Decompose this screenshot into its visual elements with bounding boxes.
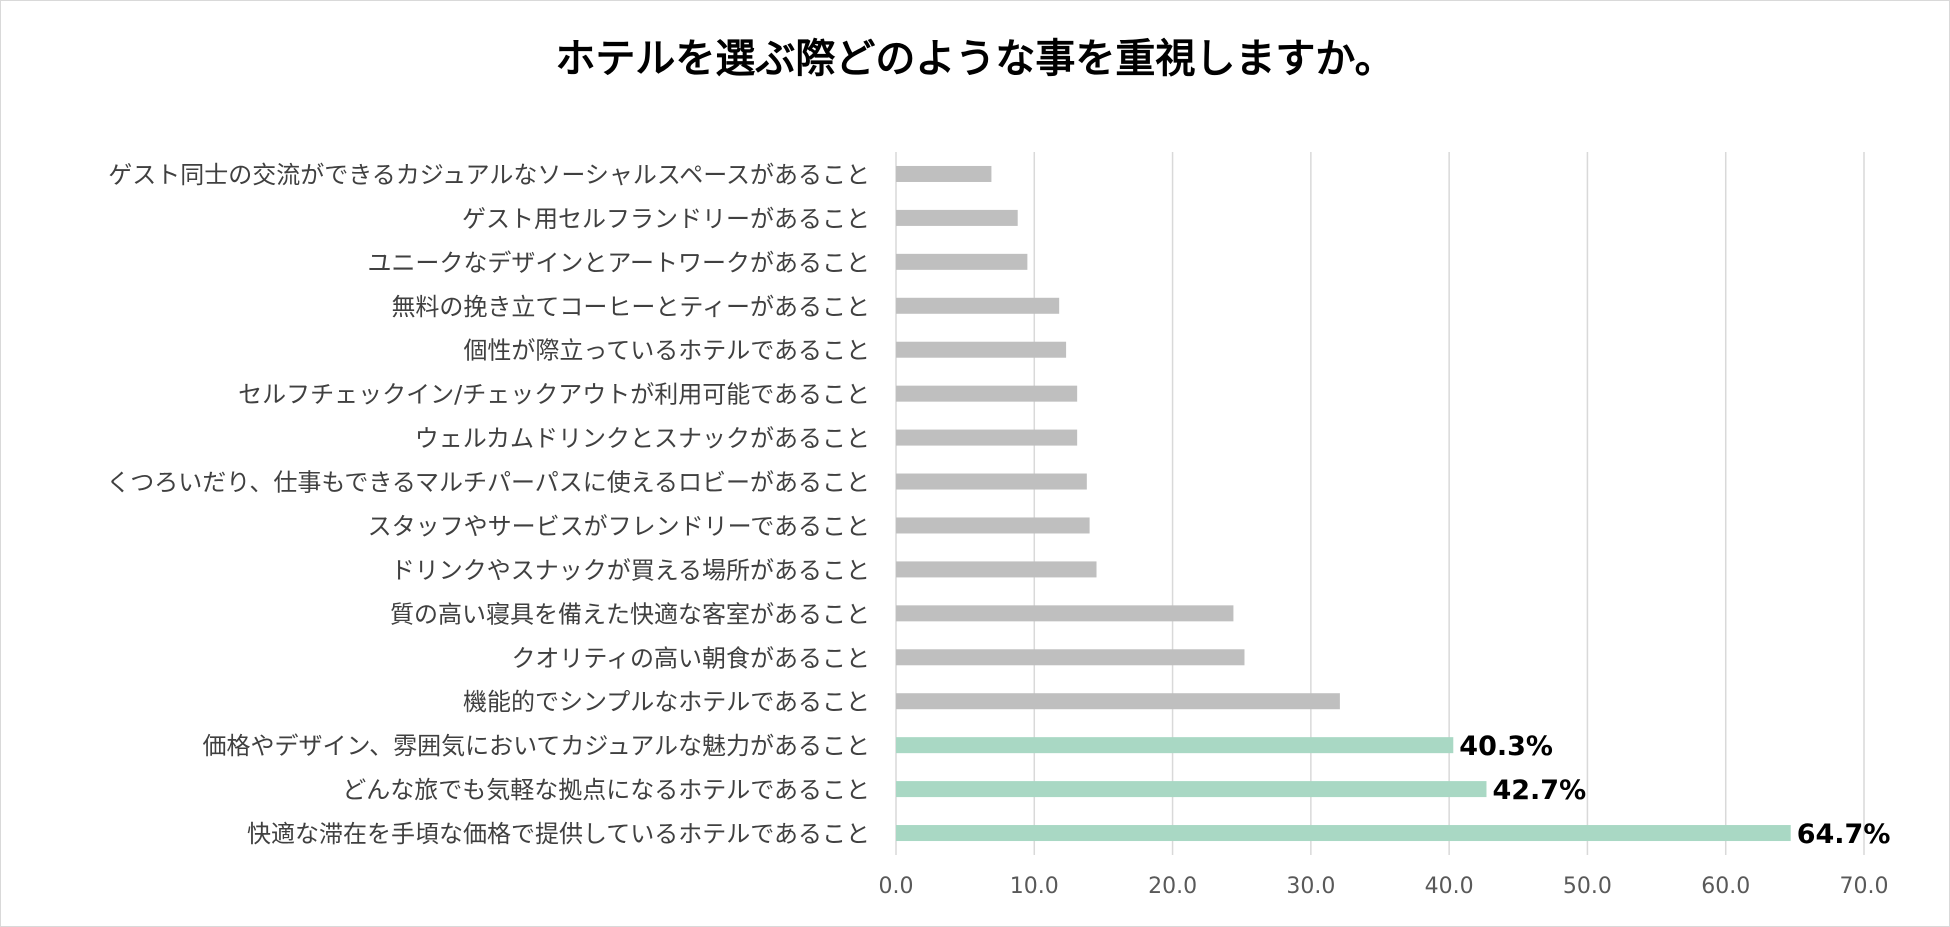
category-label: 快適な滞在を手頃な価格で提供しているホテルであること — [247, 820, 870, 848]
x-tick-label: 40.0 — [1425, 874, 1474, 899]
category-label: どんな旅でも気軽な拠点になるホテルであること — [342, 776, 870, 804]
bar — [896, 781, 1487, 798]
chart-title: ホテルを選ぶ際どのような事を重視しますか。 — [555, 36, 1395, 82]
bar — [896, 825, 1791, 842]
x-tick-label: 20.0 — [1148, 874, 1197, 899]
category-label: 個性が際立っているホテルであること — [463, 337, 870, 365]
category-label: スタッフやサービスがフレンドリーであること — [368, 512, 870, 540]
bar — [896, 517, 1090, 534]
category-label: セルフチェックイン/チェックアウトが利用可能であること — [238, 381, 870, 409]
category-label: 機能的でシンプルなホテルであること — [463, 688, 870, 716]
bar — [896, 649, 1245, 666]
bar — [896, 737, 1454, 754]
bar — [896, 385, 1078, 402]
data-label: 42.7% — [1492, 775, 1586, 806]
bar — [896, 561, 1097, 578]
category-label: ユニークなデザインとアートワークがあること — [367, 249, 870, 277]
bar — [896, 253, 1028, 270]
bar — [896, 605, 1234, 622]
bar — [896, 297, 1060, 314]
data-label: 40.3% — [1459, 731, 1553, 762]
data-label: 64.7% — [1797, 819, 1891, 850]
x-tick-label: 60.0 — [1701, 874, 1750, 899]
x-tick-label: 0.0 — [879, 874, 914, 899]
category-label: 質の高い寝具を備えた快適な客室があること — [390, 600, 870, 628]
category-label: 価格やデザイン、雰囲気においてカジュアルな魅力があること — [203, 732, 870, 760]
x-tick-label: 70.0 — [1840, 874, 1889, 899]
category-label: 無料の挽き立てコーヒーとティーがあること — [391, 293, 870, 321]
x-tick-label: 10.0 — [1010, 874, 1059, 899]
bar — [896, 209, 1018, 226]
category-label: ゲスト用セルフランドリーがあること — [462, 205, 870, 233]
category-label: ゲスト同士の交流ができるカジュアルなソーシャルスペースがあること — [108, 161, 870, 189]
bar — [896, 429, 1078, 446]
bar — [896, 341, 1067, 358]
bar — [896, 693, 1340, 710]
x-tick-label: 50.0 — [1563, 874, 1612, 899]
bar — [896, 473, 1087, 490]
category-label: クオリティの高い朝食があること — [511, 644, 870, 672]
category-label: ドリンクやスナックが買える場所があること — [391, 556, 870, 584]
category-label: ウェルカムドリンクとスナックがあること — [415, 425, 870, 453]
category-label: くつろいだり、仕事もできるマルチパーパスに使えるロビーがあること — [106, 469, 870, 497]
x-tick-label: 30.0 — [1286, 874, 1335, 899]
bar — [896, 165, 992, 182]
